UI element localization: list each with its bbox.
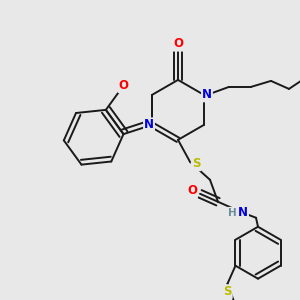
Text: O: O	[173, 38, 183, 50]
Text: N: N	[202, 88, 212, 101]
Text: O: O	[187, 184, 197, 197]
Text: N: N	[144, 118, 154, 131]
Text: S: S	[223, 285, 232, 298]
Text: S: S	[192, 157, 200, 170]
Text: N: N	[238, 206, 248, 219]
Text: O: O	[118, 79, 128, 92]
Text: H: H	[228, 208, 236, 218]
